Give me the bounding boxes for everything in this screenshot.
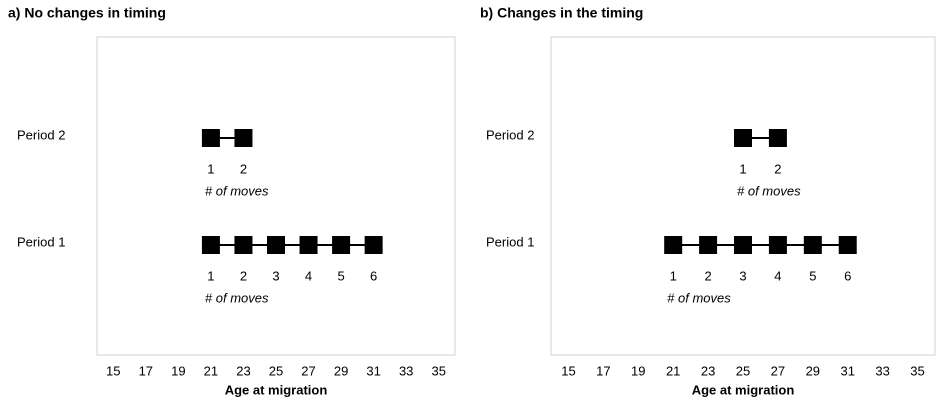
x-tick-label: 17 bbox=[596, 363, 610, 378]
move-number: 1 bbox=[207, 161, 214, 176]
move-number: 1 bbox=[739, 161, 746, 176]
move-number: 1 bbox=[670, 268, 677, 283]
move-number: 5 bbox=[809, 268, 816, 283]
moves-note: # of moves bbox=[667, 290, 731, 305]
y-category-label: Period 2 bbox=[17, 127, 65, 142]
move-number: 6 bbox=[370, 268, 377, 283]
move-marker bbox=[364, 236, 383, 254]
x-tick-label: 25 bbox=[736, 363, 750, 378]
move-marker bbox=[734, 236, 752, 254]
x-tick-label: 19 bbox=[631, 363, 645, 378]
move-marker bbox=[234, 129, 253, 147]
x-tick-label: 21 bbox=[204, 363, 218, 378]
move-number: 3 bbox=[739, 268, 746, 283]
move-marker bbox=[803, 236, 822, 254]
move-number: 1 bbox=[207, 268, 214, 283]
x-tick-label: 27 bbox=[771, 363, 785, 378]
x-axis-label: Age at migration bbox=[692, 382, 795, 397]
move-number: 2 bbox=[774, 161, 781, 176]
x-tick-label: 33 bbox=[875, 363, 889, 378]
x-tick-label: 29 bbox=[334, 363, 348, 378]
x-tick-label: 21 bbox=[666, 363, 680, 378]
x-tick-label: 23 bbox=[701, 363, 715, 378]
move-number: 4 bbox=[305, 268, 312, 283]
move-marker bbox=[299, 236, 318, 254]
moves-note: # of moves bbox=[205, 183, 269, 198]
move-number: 2 bbox=[704, 268, 711, 283]
move-marker bbox=[267, 236, 285, 254]
y-category-label: Period 2 bbox=[486, 127, 534, 142]
x-tick-label: 35 bbox=[910, 363, 924, 378]
x-tick-label: 17 bbox=[139, 363, 153, 378]
move-marker bbox=[664, 236, 683, 254]
panel-title: b) Changes in the timing bbox=[480, 5, 643, 21]
move-marker bbox=[768, 236, 787, 254]
move-marker bbox=[768, 129, 787, 147]
x-tick-label: 31 bbox=[840, 363, 854, 378]
move-marker bbox=[201, 236, 220, 254]
x-tick-label: 23 bbox=[236, 363, 250, 378]
move-number: 2 bbox=[240, 268, 247, 283]
move-marker bbox=[234, 236, 253, 254]
move-number: 6 bbox=[844, 268, 851, 283]
moves-note: # of moves bbox=[205, 290, 269, 305]
y-category-label: Period 1 bbox=[17, 234, 65, 249]
move-number: 5 bbox=[337, 268, 344, 283]
move-marker bbox=[332, 236, 351, 254]
move-number: 4 bbox=[774, 268, 781, 283]
x-tick-label: 33 bbox=[399, 363, 413, 378]
moves-note: # of moves bbox=[737, 183, 801, 198]
x-tick-label: 25 bbox=[269, 363, 283, 378]
x-tick-label: 31 bbox=[366, 363, 380, 378]
move-number: 3 bbox=[272, 268, 279, 283]
x-tick-label: 35 bbox=[431, 363, 445, 378]
move-marker bbox=[201, 129, 220, 147]
plot-area bbox=[550, 36, 936, 356]
move-number: 2 bbox=[240, 161, 247, 176]
x-tick-label: 15 bbox=[106, 363, 120, 378]
move-marker bbox=[838, 236, 857, 254]
x-tick-label: 27 bbox=[301, 363, 315, 378]
y-category-label: Period 1 bbox=[486, 234, 534, 249]
plot-area bbox=[96, 36, 456, 356]
move-marker bbox=[734, 129, 752, 147]
x-axis-label: Age at migration bbox=[225, 382, 328, 397]
x-tick-label: 19 bbox=[171, 363, 185, 378]
panel-title: a) No changes in timing bbox=[8, 5, 166, 21]
x-tick-label: 29 bbox=[806, 363, 820, 378]
move-marker bbox=[699, 236, 718, 254]
x-tick-label: 15 bbox=[561, 363, 575, 378]
